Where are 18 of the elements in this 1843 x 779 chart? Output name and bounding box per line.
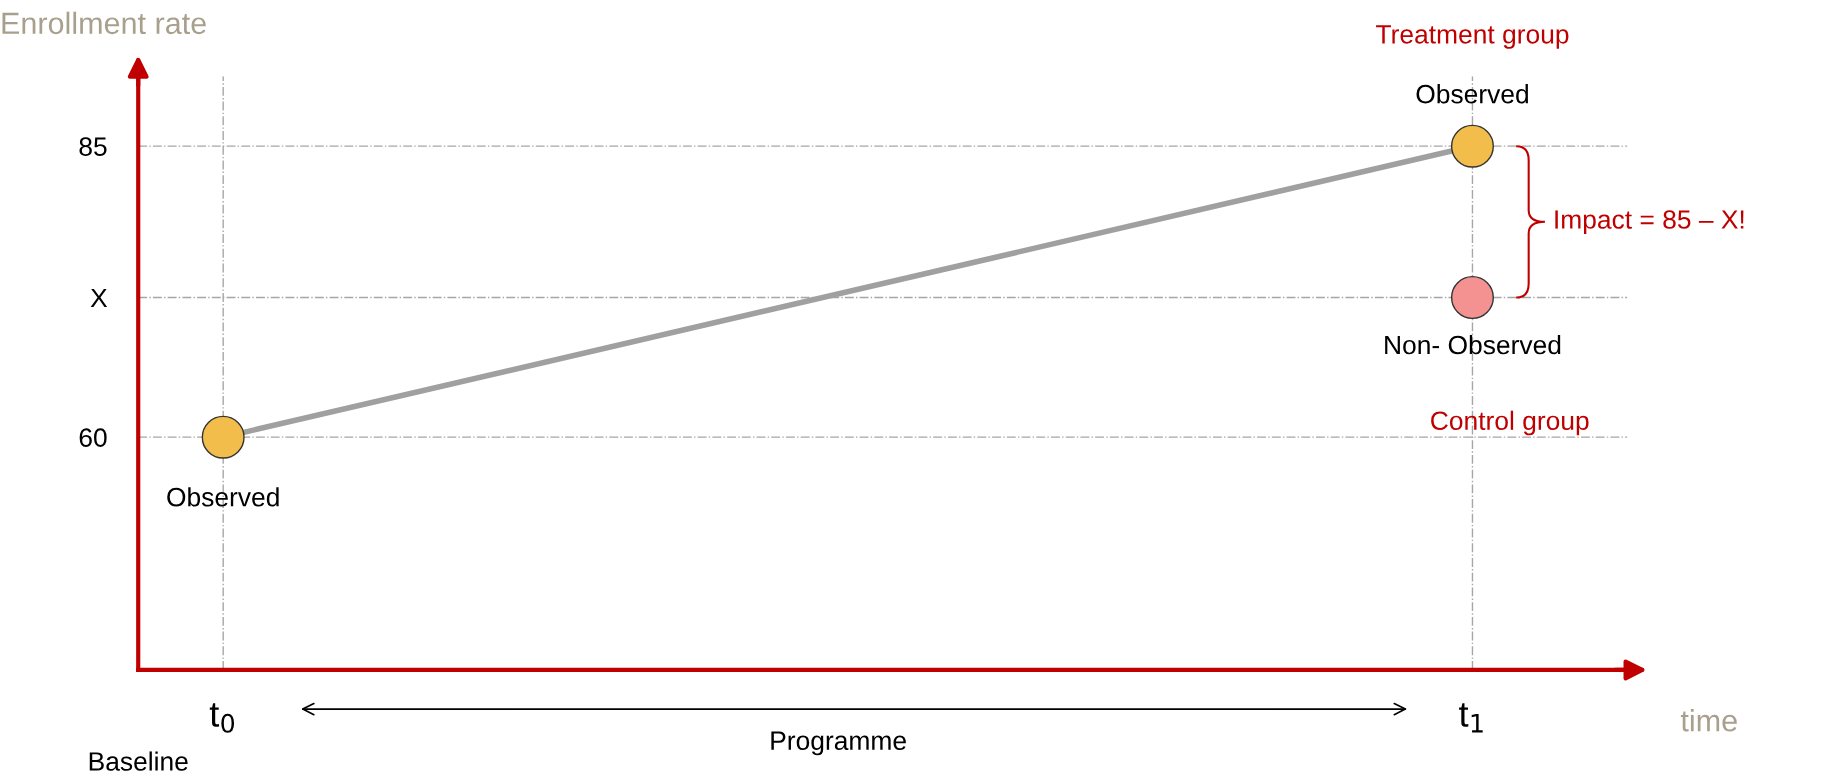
y-tick-label: 85: [79, 137, 107, 156]
x-axis-title: time: [1680, 709, 1737, 732]
text: Baseline: [89, 751, 188, 771]
text: Programme: [771, 731, 906, 756]
annotation: Impact = 85 – X!: [1555, 210, 1744, 235]
point: [1450, 124, 1494, 168]
annotation: Non- Observed: [1385, 334, 1561, 355]
x-tick-label: t$_{1}$: [1459, 703, 1483, 733]
y-axis-title: Enrollment rate: [2, 11, 206, 35]
y-tick-label: X: [90, 288, 108, 308]
annotation: Observed: [167, 487, 279, 507]
y-tick-label: 60: [79, 428, 107, 447]
point: [201, 415, 245, 459]
text: Treatment group: [1376, 25, 1569, 49]
point: [1450, 275, 1494, 320]
x-tick-label: t$_{0}$: [209, 703, 235, 733]
annotation: Control group: [1431, 410, 1589, 436]
annotation: Observed: [1416, 84, 1528, 104]
